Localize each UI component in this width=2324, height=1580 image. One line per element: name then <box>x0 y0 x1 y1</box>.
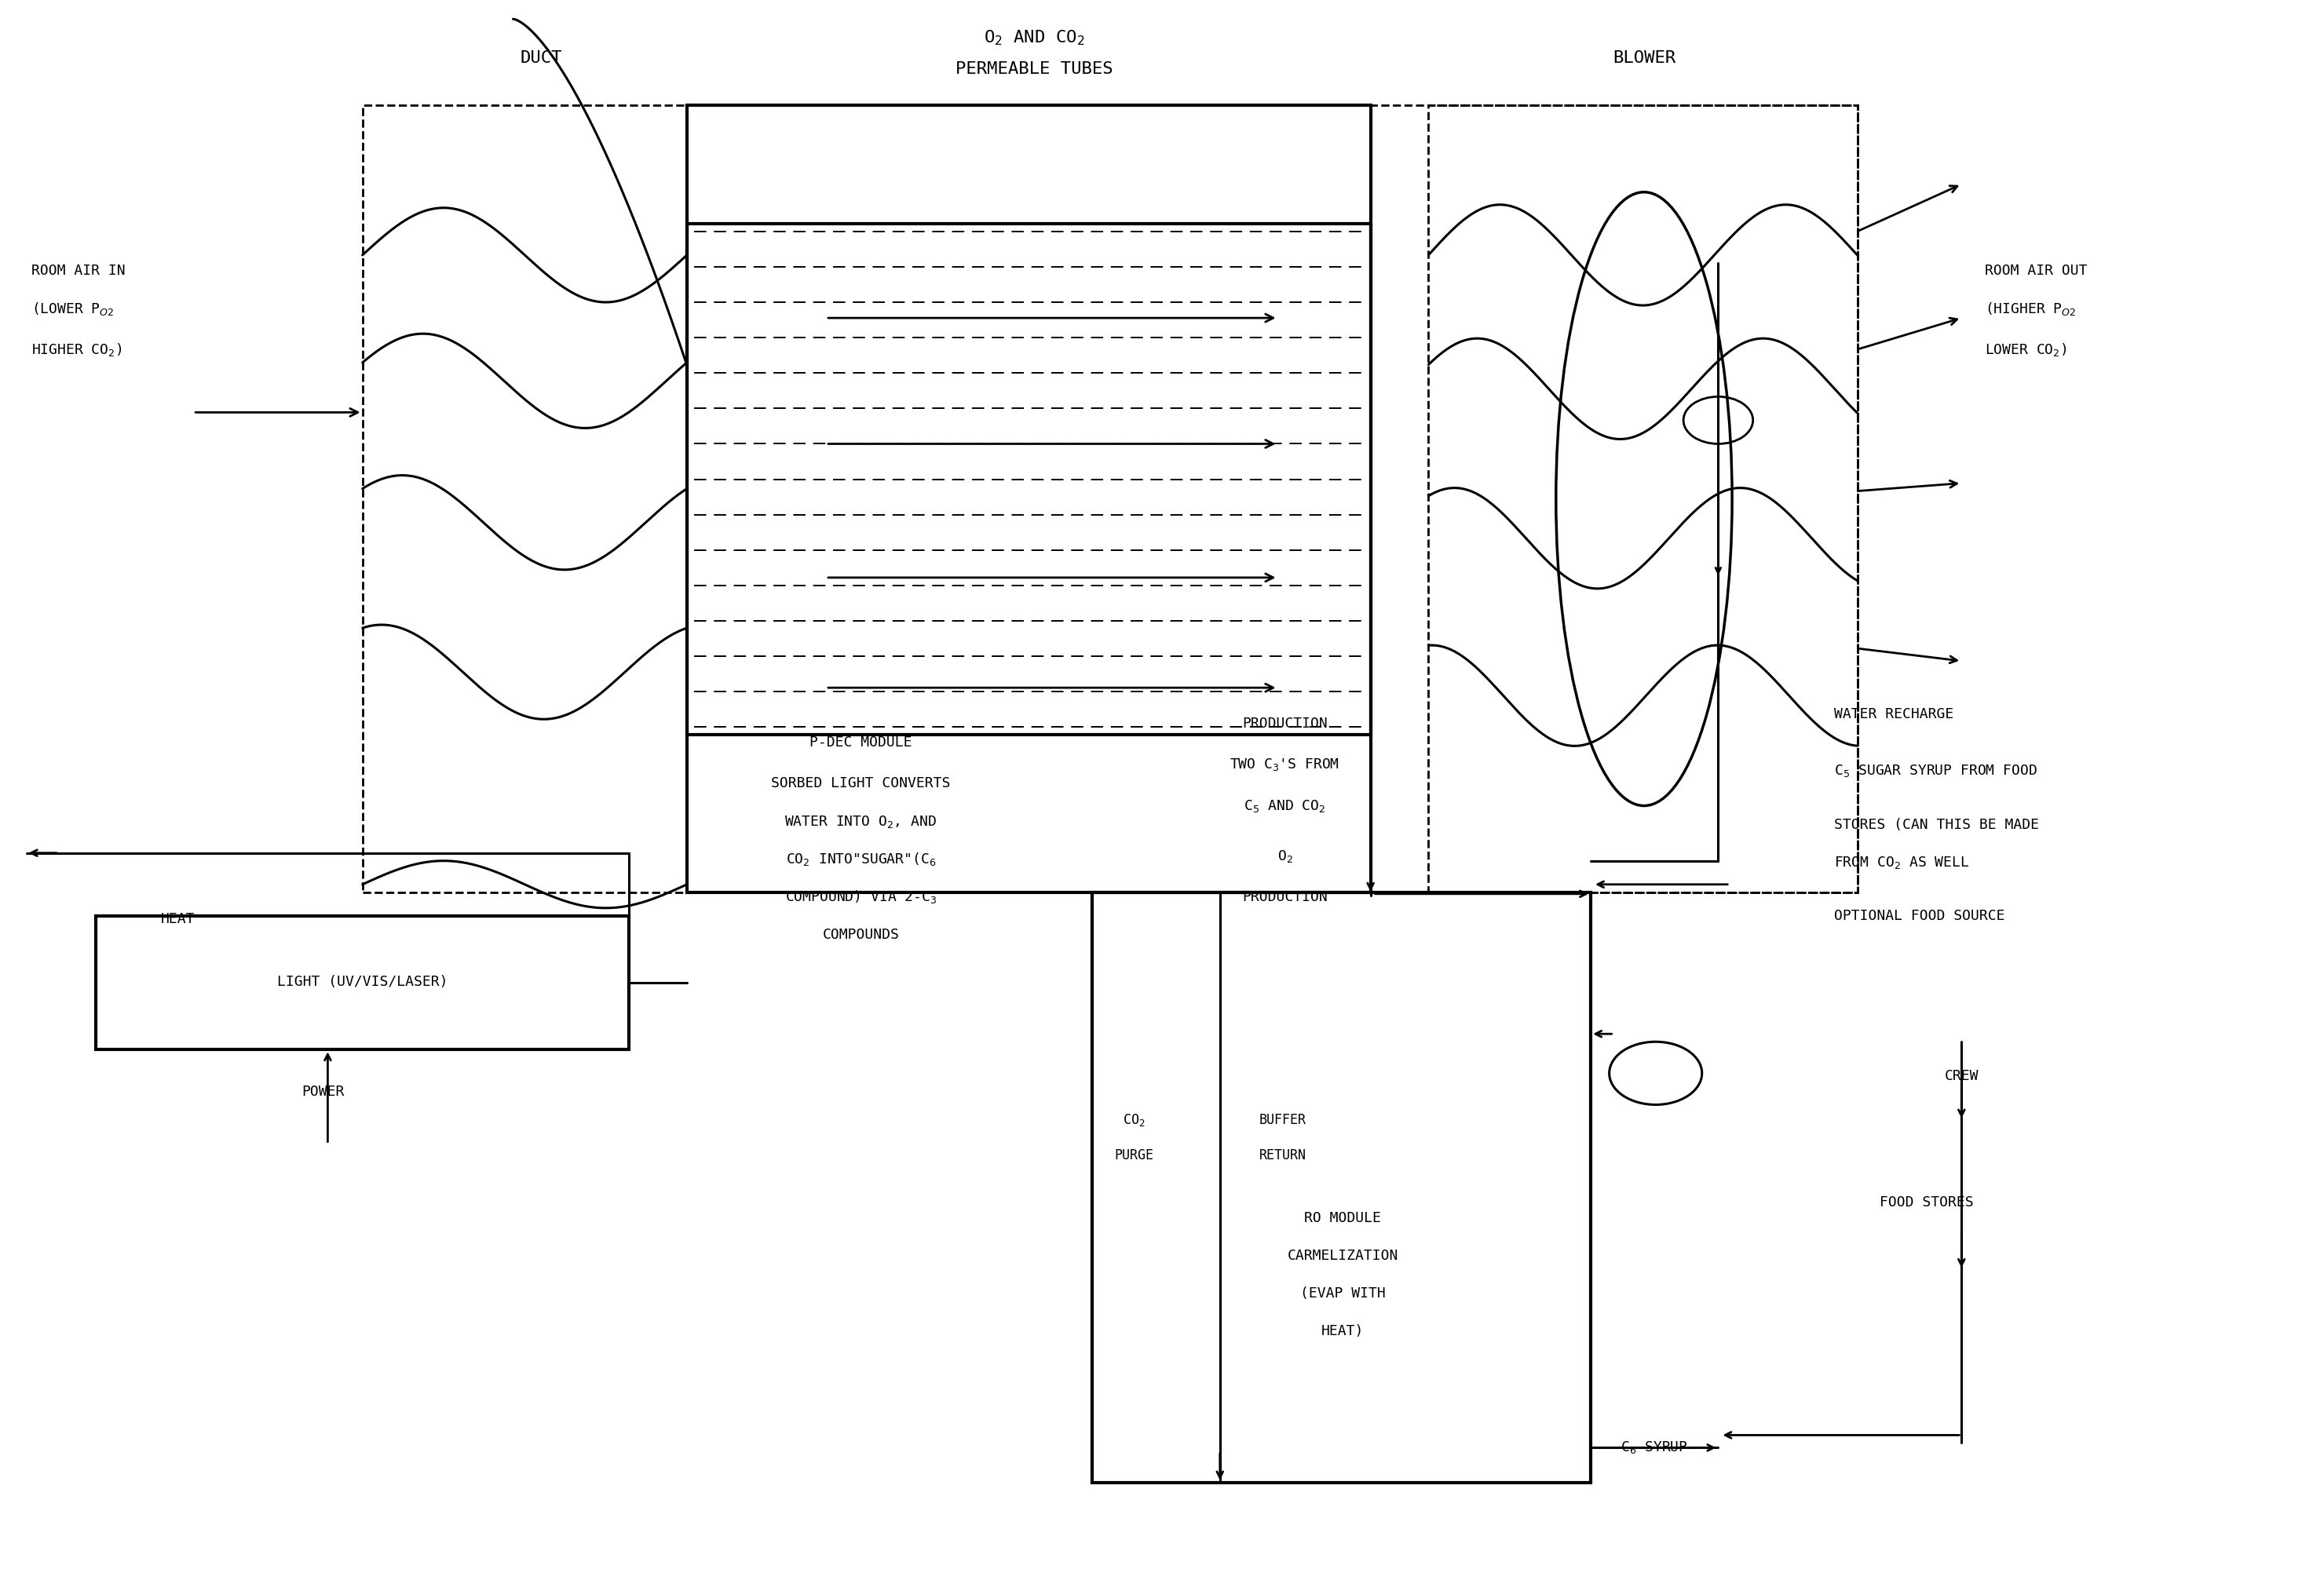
Text: DUCT: DUCT <box>521 51 562 66</box>
Text: (HIGHER P$_{O2}$: (HIGHER P$_{O2}$ <box>1985 300 2075 316</box>
Text: WATER INTO O$_2$, AND: WATER INTO O$_2$, AND <box>786 814 937 830</box>
Text: HEAT): HEAT) <box>1322 1324 1364 1338</box>
Text: CARMELIZATION: CARMELIZATION <box>1287 1248 1399 1262</box>
Text: PRODUCTION: PRODUCTION <box>1241 890 1327 904</box>
Bar <box>95 916 630 1049</box>
Text: O$_2$: O$_2$ <box>1278 848 1292 864</box>
Text: CO$_2$: CO$_2$ <box>1122 1112 1146 1128</box>
Text: C$_6$ SYRUP: C$_6$ SYRUP <box>1620 1439 1687 1455</box>
Text: STORES (CAN THIS BE MADE: STORES (CAN THIS BE MADE <box>1834 817 2038 831</box>
Text: PERMEABLE TUBES: PERMEABLE TUBES <box>955 62 1113 77</box>
Text: FOOD STORES: FOOD STORES <box>1880 1194 1973 1209</box>
Text: COMPOUND) VIA 2-C$_3$: COMPOUND) VIA 2-C$_3$ <box>786 890 937 905</box>
Text: O$_2$ AND CO$_2$: O$_2$ AND CO$_2$ <box>983 28 1085 47</box>
Text: TWO C$_3$'S FROM: TWO C$_3$'S FROM <box>1229 757 1339 773</box>
Text: CREW: CREW <box>1945 1070 1978 1084</box>
Text: FROM CO$_2$ AS WELL: FROM CO$_2$ AS WELL <box>1834 855 1968 871</box>
Bar <box>688 106 1371 893</box>
Text: LOWER CO$_2$): LOWER CO$_2$) <box>1985 341 2066 357</box>
Text: C$_5$ AND CO$_2$: C$_5$ AND CO$_2$ <box>1243 798 1325 814</box>
Text: WATER RECHARGE: WATER RECHARGE <box>1834 708 1954 722</box>
Text: RETURN: RETURN <box>1260 1149 1306 1163</box>
Text: COMPOUNDS: COMPOUNDS <box>823 927 899 942</box>
Text: LIGHT (UV/VIS/LASER): LIGHT (UV/VIS/LASER) <box>277 975 449 989</box>
Text: CO$_2$ INTO"SUGAR"(C$_6$: CO$_2$ INTO"SUGAR"(C$_6$ <box>786 852 937 867</box>
Text: ROOM AIR OUT: ROOM AIR OUT <box>1985 264 2087 278</box>
Text: (EVAP WITH: (EVAP WITH <box>1299 1286 1385 1300</box>
Text: RO MODULE: RO MODULE <box>1304 1210 1380 1224</box>
Bar <box>688 223 1371 735</box>
Text: ROOM AIR IN: ROOM AIR IN <box>30 264 125 278</box>
Text: SORBED LIGHT CONVERTS: SORBED LIGHT CONVERTS <box>772 777 951 790</box>
Bar <box>1092 893 1590 1482</box>
Text: POWER: POWER <box>302 1085 344 1100</box>
Text: (LOWER P$_{O2}$: (LOWER P$_{O2}$ <box>30 300 114 316</box>
Text: PURGE: PURGE <box>1116 1149 1153 1163</box>
Text: P-DEC MODULE: P-DEC MODULE <box>809 736 911 750</box>
Text: BUFFER: BUFFER <box>1260 1114 1306 1128</box>
Bar <box>363 106 1857 893</box>
Text: HEAT: HEAT <box>160 912 195 926</box>
Text: HIGHER CO$_2$): HIGHER CO$_2$) <box>30 341 121 357</box>
Text: C$_5$ SUGAR SYRUP FROM FOOD: C$_5$ SUGAR SYRUP FROM FOOD <box>1834 763 2038 779</box>
Text: OPTIONAL FOOD SOURCE: OPTIONAL FOOD SOURCE <box>1834 908 2006 923</box>
Text: BLOWER: BLOWER <box>1613 51 1676 66</box>
Bar <box>1429 106 1857 893</box>
Text: PRODUCTION: PRODUCTION <box>1241 717 1327 732</box>
